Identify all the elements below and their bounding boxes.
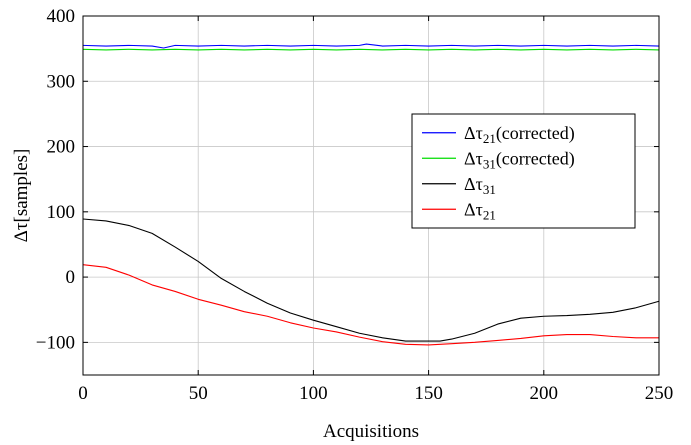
series-line (82, 48, 660, 51)
legend-label: Δτ31(corrected) (464, 148, 575, 171)
y-tick-label: 0 (66, 267, 76, 288)
x-tick-label: 250 (645, 383, 674, 404)
y-tick-label: 400 (47, 6, 76, 27)
x-axis-label: Acquisitions (323, 421, 419, 442)
legend-label: Δτ21 (464, 199, 496, 222)
y-tick-label: 300 (47, 71, 76, 92)
axis-ticks (82, 15, 660, 375)
y-axis-label: Δτ[samples] (11, 149, 32, 243)
series-line (82, 218, 660, 342)
y-tick-label: 200 (47, 137, 76, 158)
legend-label: Δτ21(corrected) (464, 123, 575, 146)
x-tick-label: 200 (530, 383, 559, 404)
series-line (82, 43, 660, 49)
x-tick-label: 150 (414, 383, 443, 404)
x-tick-label: 100 (299, 383, 328, 404)
y-tick-label: 100 (47, 202, 76, 223)
y-tick-label: −100 (36, 332, 75, 353)
plot-frame (82, 15, 660, 376)
series-line (82, 264, 659, 346)
series-lines (82, 43, 660, 346)
tick-labels: 0 50 100 150 200 250 −100 0 100 200 300 400 (36, 6, 673, 404)
legend-label: Δτ31 (464, 174, 496, 197)
x-tick-label: 0 (78, 383, 88, 404)
x-tick-label: 50 (189, 383, 208, 404)
